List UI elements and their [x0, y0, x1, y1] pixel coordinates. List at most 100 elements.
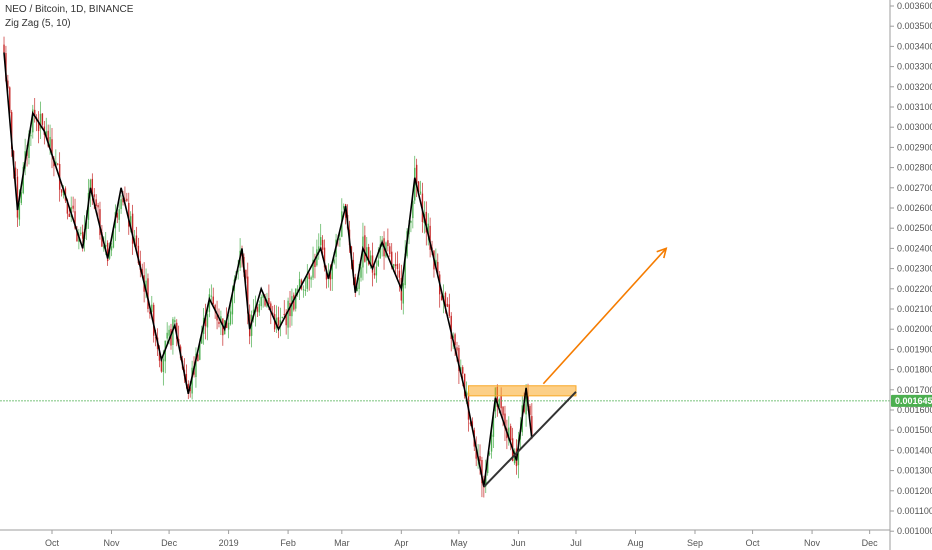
candle-body — [462, 367, 464, 374]
candle-body — [529, 405, 531, 415]
candle-body — [68, 213, 70, 217]
price-tick-label: 0.001800 — [897, 365, 932, 375]
price-tick-label: 0.002400 — [897, 243, 932, 253]
price-tick-label: 0.002500 — [897, 223, 932, 233]
price-tick-label: 0.001500 — [897, 425, 932, 435]
candle-body — [513, 451, 516, 464]
candle-body — [122, 197, 124, 203]
projection-arrow-head — [656, 247, 668, 259]
candle-body — [410, 221, 412, 223]
time-tick-label: Nov — [804, 538, 821, 548]
candle-body — [197, 354, 199, 362]
candle-body — [41, 113, 44, 125]
price-tick-label: 0.002900 — [897, 142, 932, 152]
candle-body — [174, 320, 176, 323]
candle-body — [216, 314, 218, 321]
candle-body — [450, 315, 452, 339]
price-tick-label: 0.001900 — [897, 344, 932, 354]
candle-body — [377, 260, 379, 266]
candle-body — [375, 266, 378, 276]
candle-body — [225, 321, 228, 328]
time-tick-label: Mar — [334, 538, 350, 548]
symbol-title[interactable]: NEO / Bitcoin, 1D, BINANCE — [5, 4, 134, 15]
candle-body — [7, 80, 9, 89]
candle-body — [208, 294, 211, 312]
candle-body — [369, 255, 372, 266]
price-tick-label: 0.001400 — [897, 445, 932, 455]
candle-body — [339, 238, 341, 241]
candle-body — [308, 273, 310, 280]
candle-body — [448, 304, 451, 316]
candle-body — [425, 211, 427, 233]
candle-body — [358, 277, 360, 290]
candle-body — [74, 211, 76, 229]
candle-body — [360, 267, 362, 278]
candle-body — [99, 209, 101, 236]
candle-body — [402, 283, 404, 304]
candle-body — [149, 311, 151, 314]
candle-body — [277, 317, 280, 326]
support-trendline[interactable] — [483, 391, 577, 488]
price-tick-label: 0.003500 — [897, 21, 932, 31]
time-tick-label: Feb — [280, 538, 296, 548]
candle-body — [373, 273, 376, 276]
candle-body — [14, 167, 17, 177]
candle-body — [201, 333, 203, 344]
candle-body — [101, 232, 103, 247]
candle-body — [325, 269, 328, 280]
candle-body — [379, 244, 381, 259]
price-tick-label: 0.002100 — [897, 304, 932, 314]
candle-body — [281, 316, 284, 318]
candle-body — [147, 278, 149, 309]
candle-body — [57, 163, 59, 165]
candle-body — [508, 427, 510, 441]
candle-body — [291, 296, 293, 317]
price-tick-label: 0.003200 — [897, 82, 932, 92]
price-tick-label: 0.003000 — [897, 122, 932, 132]
candle-body — [298, 279, 301, 290]
candle-body — [160, 359, 163, 372]
candle-body — [440, 295, 443, 301]
candle-body — [210, 295, 213, 297]
candle-body — [37, 121, 40, 132]
candle-body — [364, 235, 366, 262]
price-tick-label: 0.001600 — [897, 405, 932, 415]
candle-body — [304, 289, 307, 291]
candle-body — [323, 247, 326, 268]
indicator-label[interactable]: Zig Zag (5, 10) — [5, 18, 71, 29]
candle-body — [312, 259, 314, 278]
candle-body — [49, 136, 51, 147]
candle-body — [195, 353, 197, 378]
time-tick-label: Jul — [570, 538, 582, 548]
candle-body — [245, 269, 247, 279]
resistance-zone[interactable] — [468, 385, 577, 397]
candle-body — [296, 289, 299, 291]
candle-body — [454, 334, 456, 346]
candle-body — [80, 232, 82, 235]
candle-body — [391, 251, 393, 268]
price-tick-label: 0.002200 — [897, 284, 932, 294]
price-tick-label: 0.003100 — [897, 102, 932, 112]
candle-body — [108, 250, 111, 259]
candle-body — [118, 209, 120, 220]
candle-body — [404, 253, 406, 286]
time-tick-label: May — [450, 538, 468, 548]
candle-body — [72, 205, 74, 209]
candle-body — [329, 271, 332, 280]
projection-arrow[interactable] — [542, 247, 668, 385]
time-tick-label: Sep — [687, 538, 703, 548]
candle-body — [258, 304, 260, 313]
candle-body — [412, 200, 414, 219]
candle-body — [135, 235, 138, 247]
candle-body — [460, 367, 462, 372]
candle-body — [112, 227, 115, 248]
candle-body — [204, 315, 207, 327]
candle-body — [129, 216, 132, 228]
candle-body — [218, 321, 220, 324]
candle-body — [427, 223, 429, 235]
price-axis[interactable]: 0.003600 0.003500 0.003400 0.003300 0.003200… — [889, 0, 932, 550]
time-axis[interactable]: Oct Nov Dec 2019 Feb Mar Apr May Jun Jul Aug Sep Oct… — [0, 529, 890, 548]
candle-body — [496, 386, 498, 407]
candle-body — [256, 306, 259, 312]
